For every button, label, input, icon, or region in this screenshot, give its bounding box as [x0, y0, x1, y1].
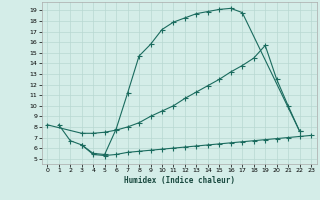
X-axis label: Humidex (Indice chaleur): Humidex (Indice chaleur): [124, 176, 235, 185]
